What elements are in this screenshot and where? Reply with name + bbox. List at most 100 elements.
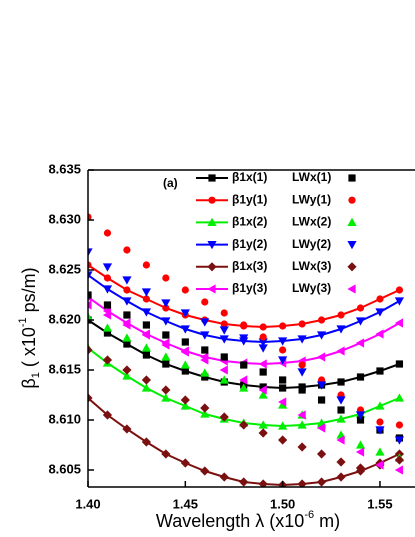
marker [122, 333, 132, 342]
marker [376, 295, 384, 303]
marker [102, 263, 113, 272]
marker [122, 320, 131, 330]
marker [394, 465, 404, 475]
marker [141, 343, 151, 352]
x-axis-label-part: -6 [304, 509, 314, 521]
marker [336, 396, 346, 405]
x-axis-label-part: Wavelength λ (x10 [156, 511, 304, 531]
marker [258, 479, 268, 487]
x-tick-label: 1.45 [173, 496, 198, 511]
marker [103, 274, 112, 282]
marker [219, 365, 228, 375]
legend-label: LWy(3) [292, 281, 331, 295]
marker [102, 310, 112, 320]
marker [259, 333, 267, 341]
y-axis-label: β1 ( x10-1 ps/m) [17, 267, 42, 388]
marker [88, 345, 93, 355]
legend-label: β1x(3) [232, 259, 267, 273]
marker [122, 424, 132, 434]
marker [316, 352, 326, 362]
marker [161, 385, 171, 395]
marker [258, 385, 267, 395]
y-axis-label-part: -1 [17, 317, 29, 327]
marker [162, 360, 170, 368]
marker [180, 325, 190, 334]
marker [142, 261, 150, 269]
marker [259, 368, 267, 376]
marker [240, 361, 248, 369]
marker [395, 286, 404, 294]
marker [279, 322, 287, 330]
marker [123, 340, 131, 348]
marker [180, 401, 190, 410]
marker [356, 416, 365, 424]
marker [88, 291, 92, 299]
x-tick-label: 1.55 [367, 496, 392, 511]
marker [336, 414, 346, 423]
marker [239, 383, 249, 392]
marker [239, 477, 249, 487]
marker [375, 329, 384, 339]
marker [103, 301, 112, 309]
marker [298, 320, 306, 328]
marker [201, 346, 209, 354]
marker [298, 386, 306, 394]
legend-label: β1x(2) [232, 215, 267, 229]
marker [219, 335, 229, 344]
x-tick-label: 1.50 [270, 496, 295, 511]
marker [355, 440, 366, 449]
marker [181, 286, 189, 294]
marker [161, 393, 171, 402]
y-tick-label: 8.615 [48, 361, 81, 376]
marker [141, 383, 151, 392]
marker [122, 365, 132, 375]
marker [395, 421, 404, 429]
legend-marker [207, 241, 217, 250]
marker [394, 393, 405, 402]
marker [336, 472, 346, 482]
marker [219, 412, 229, 422]
marker [123, 246, 131, 254]
marker [219, 375, 229, 384]
marker [279, 346, 287, 354]
marker [88, 300, 92, 310]
marker [180, 360, 190, 369]
marker [162, 304, 170, 312]
marker [258, 390, 268, 399]
marker [141, 308, 151, 317]
legend-label: β1x(1) [232, 170, 267, 184]
marker [161, 299, 171, 308]
fit-line [88, 397, 400, 487]
marker [278, 421, 288, 430]
y-tick-label: 8.605 [48, 461, 81, 476]
marker [181, 338, 189, 346]
marker [88, 393, 93, 403]
fit-line [88, 264, 400, 329]
marker [180, 309, 190, 318]
marker [102, 355, 113, 365]
marker [297, 442, 307, 452]
marker [142, 351, 150, 359]
marker [375, 308, 385, 317]
x-axis-label: Wavelength λ (x10-6 m) [156, 509, 340, 531]
legend-marker [347, 262, 357, 272]
marker [239, 334, 249, 343]
marker [316, 331, 327, 340]
marker [102, 410, 113, 420]
marker [394, 297, 405, 306]
marker [200, 355, 209, 365]
marker [88, 213, 92, 221]
marker [394, 436, 405, 445]
marker [122, 276, 132, 285]
marker [259, 323, 267, 331]
marker [102, 285, 113, 294]
marker [316, 477, 327, 487]
marker [161, 449, 171, 459]
marker [355, 411, 366, 420]
marker [88, 312, 93, 321]
marker [200, 368, 210, 377]
marker [317, 316, 326, 324]
marker [102, 323, 113, 332]
marker [316, 381, 327, 390]
marker [161, 352, 171, 361]
